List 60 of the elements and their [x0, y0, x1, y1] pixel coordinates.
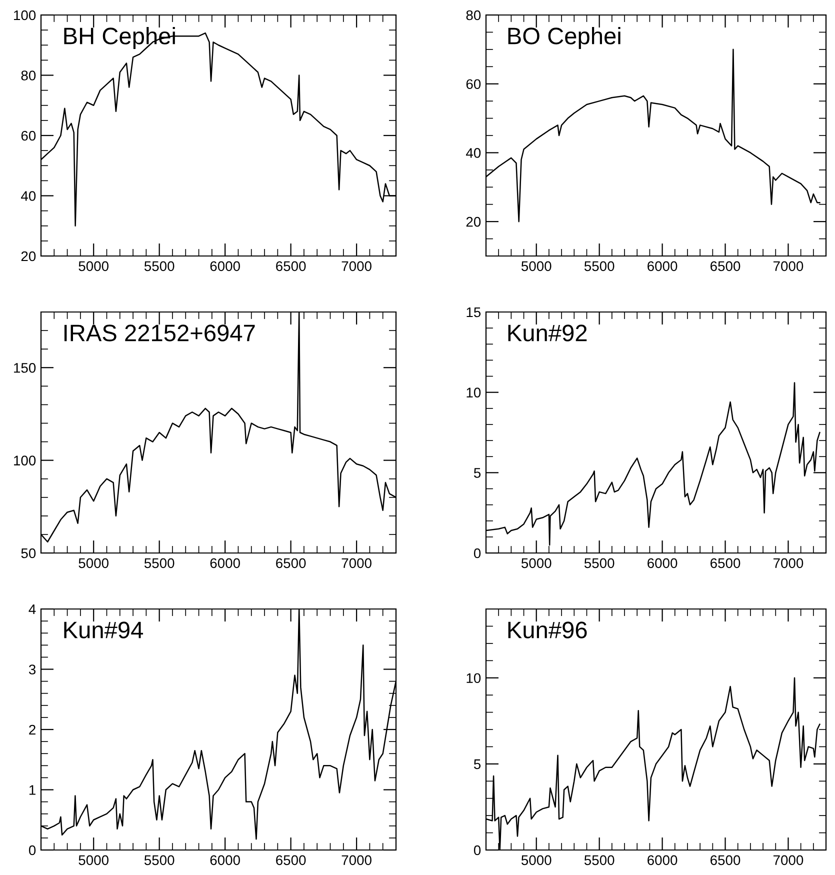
x-tick-label: 7000 — [342, 558, 372, 568]
y-tick-label: 50 — [21, 548, 36, 558]
x-tick-label: 6000 — [648, 855, 678, 866]
x-tick-label: 7000 — [773, 855, 804, 866]
x-tick-label: 7000 — [342, 855, 372, 866]
x-tick-label: 6500 — [276, 855, 306, 866]
x-tick-label: 5000 — [78, 558, 108, 568]
y-tick-label: 0 — [474, 845, 481, 856]
x-tick-label: 5000 — [521, 558, 552, 568]
x-tick-label: 5500 — [144, 558, 174, 568]
x-tick-label: 6500 — [710, 855, 740, 866]
y-tick-label: 5 — [474, 759, 481, 770]
x-tick-label: 5000 — [521, 855, 552, 866]
y-tick-label: 100 — [14, 10, 36, 20]
x-tick-label: 5500 — [584, 855, 614, 866]
y-tick-label: 80 — [466, 10, 481, 20]
chart-title: BH Cephei — [64, 27, 175, 50]
y-tick-label: 60 — [466, 79, 481, 90]
y-tick-label: 2 — [29, 724, 36, 735]
chart-title: Kun#96 — [508, 622, 587, 638]
y-tick-label: 20 — [21, 251, 36, 262]
y-tick-label: 3 — [28, 664, 36, 674]
x-tick-label: 7000 — [342, 261, 372, 272]
y-tick-label: 40 — [466, 148, 481, 158]
x-tick-label: 7000 — [773, 261, 804, 272]
x-tick-label: 5500 — [584, 261, 614, 272]
chart-title: Kun#92 — [508, 324, 587, 342]
x-tick-label: 6000 — [210, 261, 240, 272]
y-tick-label: 80 — [21, 70, 36, 80]
x-tick-label: 5500 — [144, 855, 174, 866]
y-tick-label: 10 — [466, 673, 481, 684]
x-tick-label: 6500 — [276, 558, 306, 568]
x-tick-label: 5500 — [584, 558, 614, 568]
y-tick-label: 15 — [466, 307, 481, 318]
x-tick-label: 5000 — [521, 261, 552, 272]
x-tick-label: 6000 — [648, 558, 678, 568]
x-tick-label: 6500 — [710, 558, 740, 568]
y-tick-label: 100 — [14, 456, 36, 466]
x-tick-label: 6000 — [648, 261, 678, 272]
x-tick-label: 6000 — [210, 855, 240, 866]
y-tick-label: 5 — [474, 468, 481, 478]
x-tick-label: 5000 — [78, 855, 108, 866]
x-tick-label: 7000 — [773, 558, 804, 568]
chart-title: BO Cephei — [508, 27, 620, 50]
x-tick-label: 6000 — [210, 558, 240, 568]
y-tick-label: 60 — [21, 130, 36, 141]
y-tick-label: 40 — [21, 191, 36, 201]
y-tick-label: 150 — [14, 362, 36, 373]
y-tick-label: 0 — [28, 845, 36, 856]
x-tick-label: 5000 — [78, 261, 108, 272]
y-tick-label: 0 — [474, 548, 481, 558]
chart-title: Kun#94 — [64, 622, 144, 638]
y-tick-label: 1 — [29, 785, 36, 795]
x-tick-label: 5500 — [144, 261, 174, 272]
chart-title: IRAS 22152+6947 — [64, 324, 255, 342]
x-tick-label: 6500 — [710, 261, 740, 272]
y-tick-label: 4 — [28, 604, 36, 614]
y-tick-label: 10 — [466, 388, 481, 398]
x-tick-label: 6500 — [276, 261, 306, 272]
y-tick-label: 20 — [466, 216, 481, 227]
